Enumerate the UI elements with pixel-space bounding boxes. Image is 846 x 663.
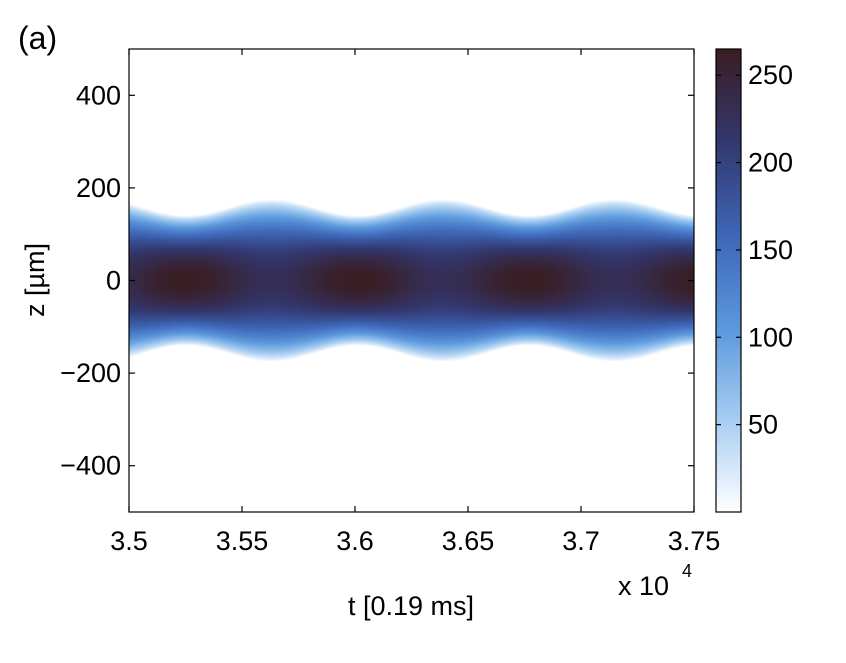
heatmap-image <box>129 49 694 512</box>
x-axis: 3.5 3.55 3.6 3.65 3.7 3.75 <box>110 49 720 556</box>
panel-label: (a) <box>18 20 57 56</box>
colorbar-tick-label: 150 <box>748 235 793 265</box>
x-multiplier: x 10 4 <box>618 561 692 601</box>
y-axis: 400 200 0 −200 −400 <box>60 80 694 481</box>
colorbar-gradient <box>715 48 742 513</box>
y-tick-label: −200 <box>60 358 121 388</box>
plot-area <box>128 48 695 513</box>
x-tick-label: 3.75 <box>668 526 721 556</box>
colorbar-tick-label: 100 <box>748 322 793 352</box>
x-multiplier-prefix: x 10 <box>618 571 669 601</box>
y-tick-label: 0 <box>106 266 121 296</box>
y-tick-label: −400 <box>60 451 121 481</box>
y-tick-label: 200 <box>76 173 121 203</box>
x-tick-label: 3.65 <box>442 526 495 556</box>
colorbar-ticks: 250 200 150 100 50 <box>716 60 793 440</box>
x-tick-label: 3.6 <box>336 526 374 556</box>
colorbar-tick-label: 250 <box>748 60 793 90</box>
colorbar: 250 200 150 100 50 <box>715 48 793 513</box>
x-tick-label: 3.55 <box>216 526 269 556</box>
colorbar-tick-label: 50 <box>748 410 778 440</box>
x-multiplier-exponent: 4 <box>682 561 692 581</box>
y-axis-label: z [µm] <box>20 243 50 317</box>
y-tick-label: 400 <box>76 80 121 110</box>
colorbar-tick-label: 200 <box>748 148 793 178</box>
x-axis-label: t [0.19 ms] <box>348 591 474 621</box>
x-tick-label: 3.5 <box>110 526 148 556</box>
x-tick-label: 3.7 <box>562 526 600 556</box>
